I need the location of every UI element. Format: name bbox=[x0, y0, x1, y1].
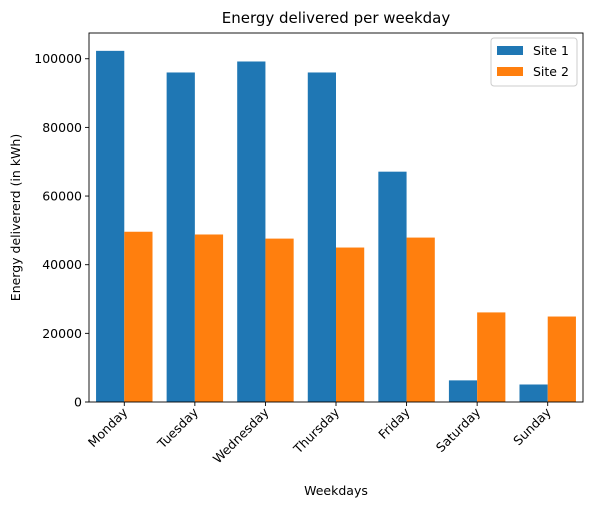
legend: Site 1 Site 2 bbox=[490, 37, 578, 87]
legend-label-2: Site 2 bbox=[533, 64, 569, 79]
legend-label-1: Site 1 bbox=[533, 43, 569, 58]
bar-2-saturday bbox=[477, 312, 506, 402]
bar-1-wednesday bbox=[237, 61, 266, 402]
y-tick-label: 100000 bbox=[34, 51, 82, 66]
x-axis-label: Weekdays bbox=[304, 483, 368, 498]
bars bbox=[96, 50, 576, 402]
bar-2-wednesday bbox=[265, 238, 294, 402]
legend-swatch-1 bbox=[497, 46, 523, 55]
bar-1-saturday bbox=[448, 380, 478, 402]
bar-1-sunday bbox=[519, 384, 548, 402]
y-tick-label: 60000 bbox=[42, 189, 82, 204]
bar-1-tuesday bbox=[166, 72, 195, 402]
legend-swatch-2 bbox=[497, 67, 523, 76]
y-axis-label: Energy delivererd (in kWh) bbox=[8, 134, 23, 301]
chart-title: Energy delivered per weekday bbox=[222, 9, 451, 27]
bar-2-friday bbox=[406, 237, 435, 402]
bar-2-sunday bbox=[547, 316, 576, 402]
bar-1-monday bbox=[96, 50, 125, 402]
bar-2-thursday bbox=[336, 247, 365, 402]
y-tick-label: 20000 bbox=[42, 326, 82, 341]
bar-2-monday bbox=[124, 231, 153, 402]
bar-1-friday bbox=[378, 171, 407, 402]
y-tick-label: 0 bbox=[74, 395, 82, 410]
y-tick-label: 40000 bbox=[42, 257, 82, 272]
bar-2-tuesday bbox=[194, 234, 224, 402]
bar-1-thursday bbox=[307, 72, 336, 402]
y-tick-label: 80000 bbox=[42, 120, 82, 135]
